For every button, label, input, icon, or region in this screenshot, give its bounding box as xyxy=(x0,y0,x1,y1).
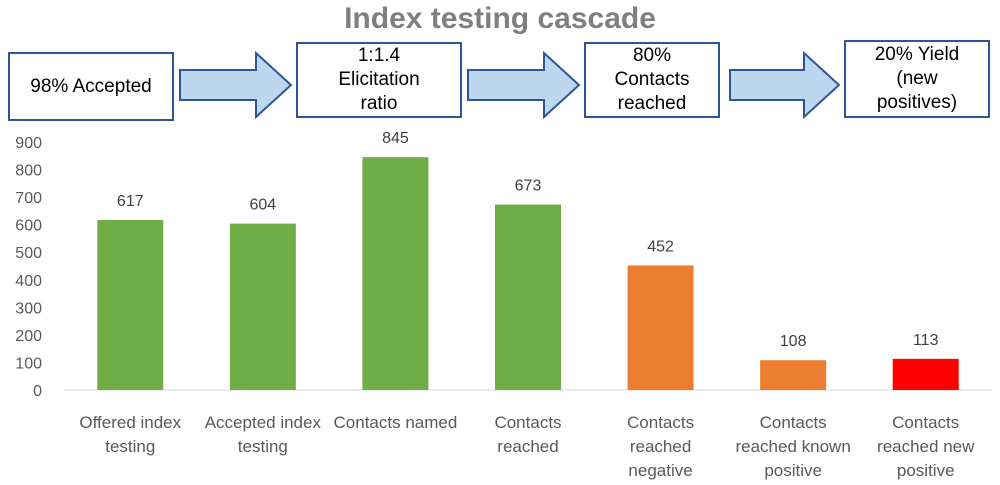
y-tick-label: 0 xyxy=(33,383,42,400)
flow-arrow-1-icon xyxy=(179,50,293,120)
flow-box-accepted-text: 98% Accepted xyxy=(30,75,152,97)
flow-box-yield-line2: (new xyxy=(896,68,938,89)
data-label: 617 xyxy=(117,193,144,210)
x-tick-label: reached xyxy=(630,437,691,456)
y-tick-label: 600 xyxy=(15,218,42,235)
x-tick-label: negative xyxy=(628,461,692,480)
x-tick-label: Contacts xyxy=(760,413,827,432)
flow-box-elicitation-line1: 1:1.4 xyxy=(357,45,401,66)
flow-box-yield: 20% Yield (new positives) xyxy=(844,40,990,118)
y-tick-label: 500 xyxy=(15,245,42,262)
x-tick-label: Contacts xyxy=(494,413,561,432)
flow-box-accepted: 98% Accepted xyxy=(8,52,174,121)
x-tick-label: reached xyxy=(497,437,558,456)
x-tick-label: testing xyxy=(238,437,288,456)
y-tick-label: 300 xyxy=(15,300,42,317)
bar xyxy=(97,219,164,390)
x-tick-label: Accepted index xyxy=(205,413,322,432)
x-tick-label: testing xyxy=(105,437,155,456)
flow-arrow-2-icon xyxy=(467,50,581,120)
flow-box-contacts-line1: 80% xyxy=(632,45,671,66)
flow-box-contacts-line2: Contacts xyxy=(614,69,690,90)
y-tick-label: 800 xyxy=(15,163,42,180)
bar xyxy=(760,360,827,390)
y-tick-label: 200 xyxy=(15,328,42,345)
x-tick-label: Contacts xyxy=(627,413,694,432)
flow-box-contacts-line3: reached xyxy=(617,93,687,114)
data-label: 452 xyxy=(647,238,674,255)
bar xyxy=(627,265,694,390)
chart-title: Index testing cascade xyxy=(344,2,656,35)
flow-box-elicitation: 1:1.4 Elicitation ratio xyxy=(296,42,462,118)
x-tick-label: reached new xyxy=(877,437,975,456)
x-tick-label: positive xyxy=(897,461,955,480)
y-tick-label: 100 xyxy=(15,355,42,372)
x-tick-label: reached known xyxy=(735,437,850,456)
data-label: 113 xyxy=(913,332,939,349)
x-tick-label: Contacts xyxy=(892,413,959,432)
x-tick-label: Offered index xyxy=(79,413,181,432)
data-label: 673 xyxy=(515,178,542,195)
flow-box-elicitation-line2: Elicitation xyxy=(338,69,420,90)
flow-box-elicitation-line3: ratio xyxy=(360,93,398,114)
y-tick-label: 400 xyxy=(15,273,42,290)
y-tick-label: 700 xyxy=(15,190,42,207)
y-tick-label: 900 xyxy=(15,135,42,152)
data-label: 108 xyxy=(780,333,807,350)
x-tick-label: positive xyxy=(764,461,822,480)
data-label: 845 xyxy=(382,130,409,147)
bar xyxy=(362,157,429,390)
bar xyxy=(892,358,959,390)
x-tick-label: Contacts named xyxy=(334,413,458,432)
flow-box-contacts-reached: 80% Contacts reached xyxy=(584,42,720,118)
flow-arrow-3-icon xyxy=(729,50,841,120)
flow-box-yield-line1: 20% Yield xyxy=(874,44,960,65)
bar xyxy=(229,223,296,390)
bar xyxy=(495,204,561,390)
flow-box-yield-line3: positives) xyxy=(876,92,958,113)
data-label: 604 xyxy=(250,197,277,214)
